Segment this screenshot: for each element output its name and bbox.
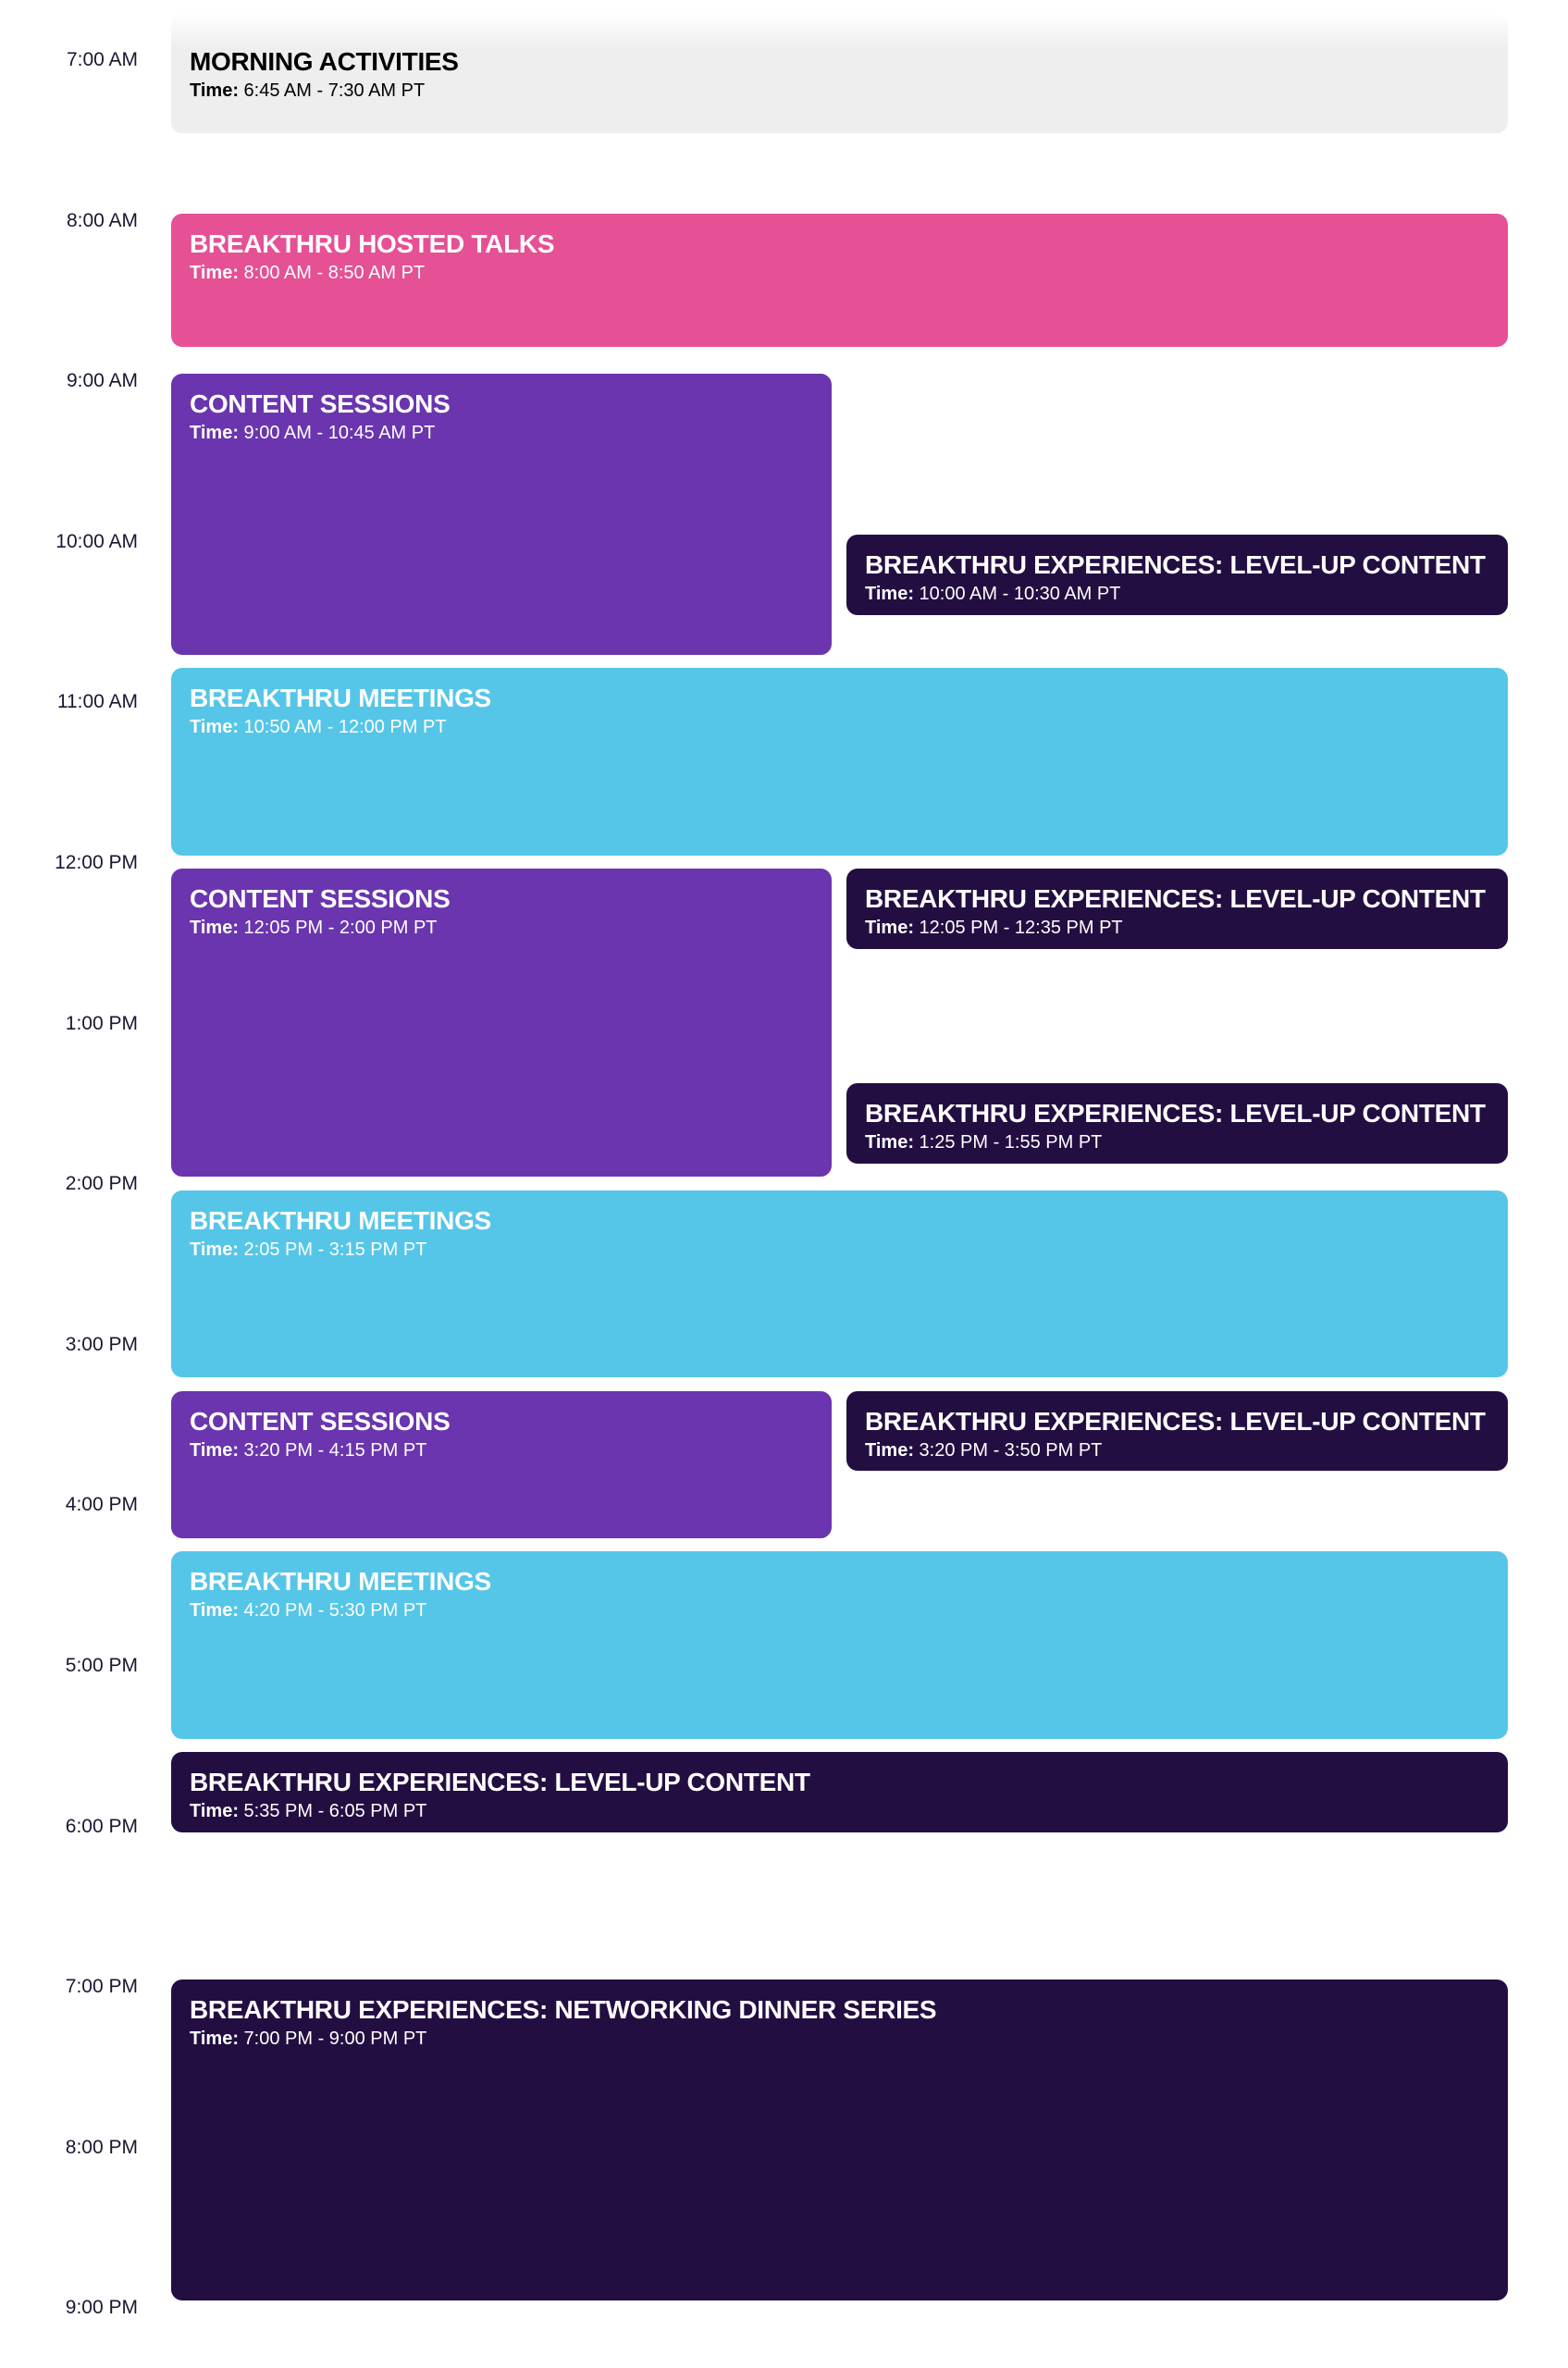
time-label: Time: <box>190 80 239 101</box>
time-label: Time: <box>190 1801 239 1822</box>
event-block-meetings[interactable]: Breakthru Meetings Time: 2:05 PM - 3:15 P… <box>171 1190 1508 1378</box>
event-time-value: 8:00 AM - 8:50 AM PT <box>243 262 426 283</box>
event-time-value: 6:45 AM - 7:30 AM PT <box>243 80 426 101</box>
hour-label: 2:00 PM <box>65 1173 138 1195</box>
event-time-value: 3:20 PM - 3:50 PM PT <box>919 1439 1103 1461</box>
time-label: Time: <box>865 1439 914 1461</box>
event-time-value: 7:00 PM - 9:00 PM PT <box>243 2029 427 2050</box>
event-title: Breakthru Experiences: Level-Up Content <box>865 884 1486 914</box>
event-title: Breakthru Experiences: Level-Up Content <box>865 1098 1486 1128</box>
event-time-value: 10:50 AM - 12:00 PM PT <box>243 717 447 738</box>
time-label: Time: <box>190 262 239 283</box>
event-time-value: 12:05 PM - 2:00 PM PT <box>243 918 438 939</box>
time-label: Time: <box>865 583 914 604</box>
event-time-value: 4:20 PM - 5:30 PM PT <box>243 1600 427 1622</box>
hour-label: 6:00 PM <box>65 1815 138 1837</box>
hour-label: 4:00 PM <box>65 1494 138 1516</box>
event-block-meetings[interactable]: Breakthru Meetings Time: 4:20 PM - 5:30 P… <box>171 1551 1508 1739</box>
time-label: Time: <box>190 2029 239 2050</box>
event-time: Time: 7:00 PM - 9:00 PM PT <box>190 2026 1489 2052</box>
event-block-experiences[interactable]: Breakthru Experiences: Networking Dinner… <box>171 1980 1508 2301</box>
hour-label: 1:00 PM <box>65 1012 138 1034</box>
event-title: Content Sessions <box>190 389 451 419</box>
hour-label: 12:00 PM <box>55 852 138 873</box>
time-label: Time: <box>190 1600 239 1622</box>
hour-label: 8:00 AM <box>66 209 138 231</box>
hour-label: 3:00 PM <box>65 1333 138 1355</box>
event-title: Breakthru Meetings <box>190 1567 491 1597</box>
event-time: Time: 12:05 PM - 2:00 PM PT <box>190 915 813 941</box>
hour-label: 9:00 AM <box>66 370 138 392</box>
event-time-value: 1:25 PM - 1:55 PM PT <box>919 1131 1103 1153</box>
time-label: Time: <box>190 1239 239 1260</box>
event-block-content-sessions[interactable]: Content Sessions Time: 12:05 PM - 2:00 PM… <box>171 869 832 1178</box>
time-label: Time: <box>190 423 239 444</box>
hour-label: 10:00 AM <box>56 530 138 552</box>
event-time: Time: 2:05 PM - 3:15 PM PT <box>190 1237 1489 1263</box>
event-block-hosted-talks[interactable]: Breakthru Hosted Talks Time: 8:00 AM - 8:… <box>171 213 1508 348</box>
hour-label: 5:00 PM <box>65 1655 138 1676</box>
event-block-experiences[interactable]: Breakthru Experiences: Level-Up Content T… <box>171 1752 1508 1833</box>
hour-label: 9:00 PM <box>65 2297 138 2319</box>
event-time: Time: 5:35 PM - 6:05 PM PT <box>190 1798 1489 1824</box>
event-time: Time: 4:20 PM - 5:30 PM PT <box>190 1597 1489 1623</box>
event-title: Breakthru Experiences: Level-Up Content <box>865 549 1486 579</box>
event-time-value: 12:05 PM - 12:35 PM PT <box>919 918 1123 939</box>
event-time-value: 2:05 PM - 3:15 PM PT <box>243 1239 427 1260</box>
time-label: Time: <box>190 717 239 738</box>
event-time-value: 10:00 AM - 10:30 AM PT <box>919 583 1121 604</box>
event-block-experiences[interactable]: Breakthru Experiences: Level-Up Content T… <box>846 869 1508 950</box>
event-block-content-sessions[interactable]: Content Sessions Time: 9:00 AM - 10:45 AM… <box>171 374 832 655</box>
event-block-meetings[interactable]: Breakthru Meetings Time: 10:50 AM - 12:00… <box>171 668 1508 856</box>
event-title: Breakthru Experiences: Networking Dinner… <box>190 1995 937 2025</box>
hour-label: 7:00 PM <box>65 1976 138 1998</box>
event-time: Time: 9:00 AM - 10:45 AM PT <box>190 420 813 446</box>
hour-label: 11:00 AM <box>56 691 138 713</box>
event-time: Time: 12:05 PM - 12:35 PM PT <box>865 915 1489 941</box>
event-block-morning[interactable]: Morning Activities Time: 6:45 AM - 7:30 A… <box>171 12 1508 133</box>
event-title: Morning Activities <box>190 46 459 76</box>
time-label: Time: <box>190 1439 239 1461</box>
event-block-experiences[interactable]: Breakthru Experiences: Level-Up Content T… <box>846 1082 1508 1164</box>
event-time: Time: 10:00 AM - 10:30 AM PT <box>865 581 1489 607</box>
event-title: Breakthru Experiences: Level-Up Content <box>865 1406 1486 1436</box>
time-label: Time: <box>190 918 239 939</box>
event-time: Time: 1:25 PM - 1:55 PM PT <box>865 1129 1489 1155</box>
event-title: Breakthru Hosted Talks <box>190 228 555 258</box>
event-time-value: 9:00 AM - 10:45 AM PT <box>243 423 436 444</box>
event-time: Time: 3:20 PM - 4:15 PM PT <box>190 1437 813 1463</box>
event-title: Content Sessions <box>190 884 451 914</box>
event-time: Time: 10:50 AM - 12:00 PM PT <box>190 714 1489 740</box>
event-block-content-sessions[interactable]: Content Sessions Time: 3:20 PM - 4:15 PM … <box>171 1390 832 1538</box>
event-title: Breakthru Meetings <box>190 1205 491 1235</box>
event-time-value: 3:20 PM - 4:15 PM PT <box>243 1439 427 1461</box>
event-time-value: 5:35 PM - 6:05 PM PT <box>243 1801 427 1822</box>
event-title: Breakthru Experiences: Level-Up Content <box>190 1768 810 1797</box>
event-block-experiences[interactable]: Breakthru Experiences: Level-Up Content T… <box>846 1390 1508 1472</box>
event-block-experiences[interactable]: Breakthru Experiences: Level-Up Content T… <box>846 534 1508 615</box>
time-label: Time: <box>865 1131 914 1153</box>
time-label: Time: <box>865 918 914 939</box>
hour-label: 8:00 PM <box>65 2136 138 2158</box>
hour-label: 7:00 AM <box>66 49 138 70</box>
event-title: Content Sessions <box>190 1406 451 1436</box>
event-time: Time: 6:45 AM - 7:30 AM PT <box>190 78 1489 104</box>
event-time: Time: 8:00 AM - 8:50 AM PT <box>190 260 1489 286</box>
event-time: Time: 3:20 PM - 3:50 PM PT <box>865 1437 1489 1463</box>
event-title: Breakthru Meetings <box>190 684 491 713</box>
